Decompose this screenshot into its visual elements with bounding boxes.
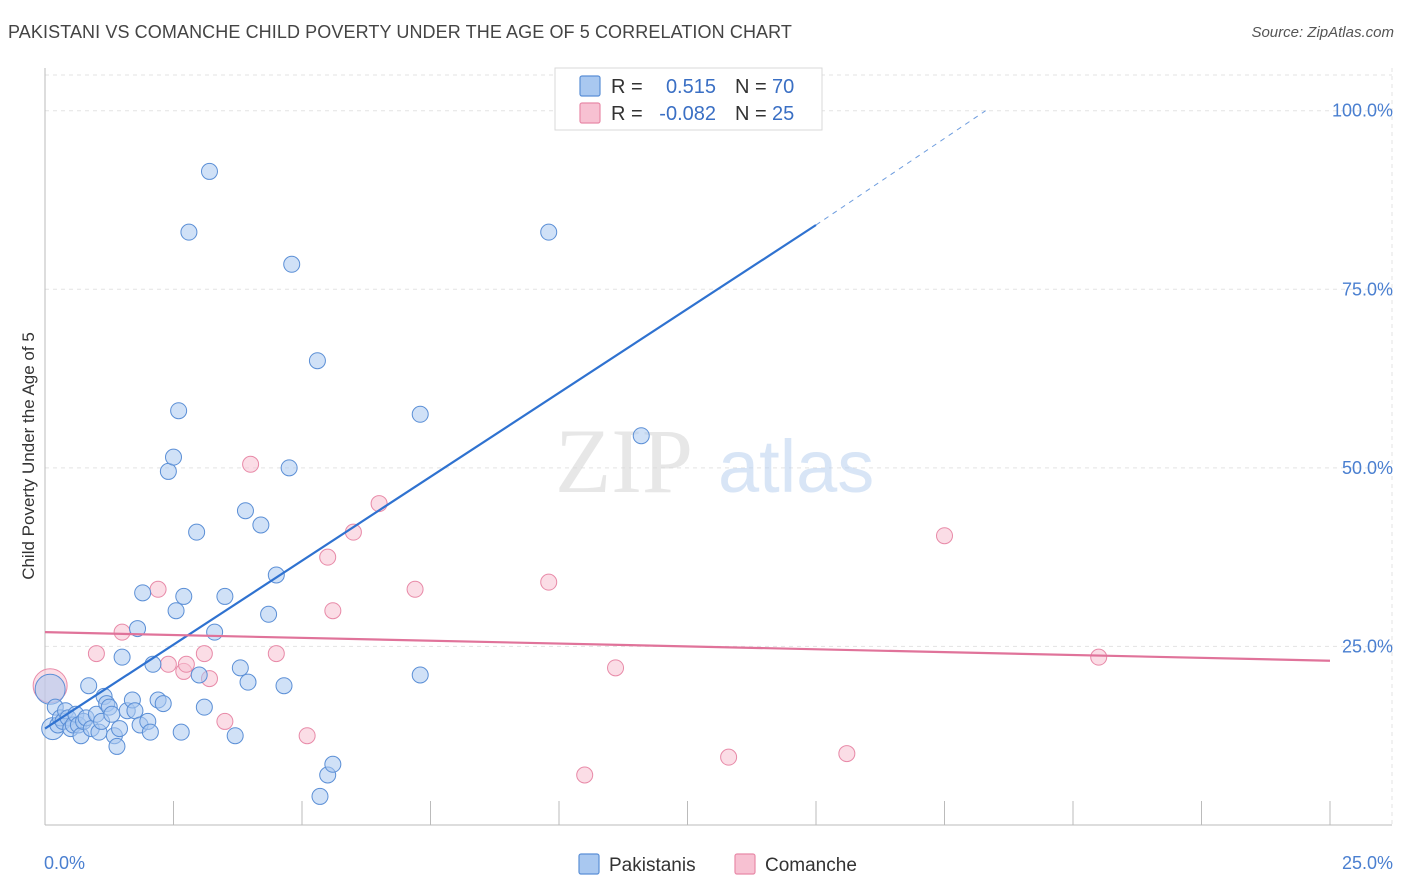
bottom-legend-label-pakistanis: Pakistanis [609,855,696,876]
pakistanis-point [172,723,190,741]
legend-r-value-2: -0.082 [659,103,716,125]
comanche-point [177,655,195,673]
comanche-point [87,645,105,663]
pakistanis-point [324,755,342,773]
x-tick-label: 0.0% [44,853,85,873]
legend-r-label-1: R = [611,76,643,98]
pakistanis-point [411,666,429,684]
legend-swatch-pakistanis [579,75,601,97]
pakistanis-point [260,605,278,623]
comanche-point [607,659,625,677]
comanche-point [267,645,285,663]
pakistanis-point [108,737,126,755]
pakistanis-point [190,666,208,684]
pakistanis-point [167,602,185,620]
legend-r-label-2: R = [611,103,643,125]
comanche-point [936,527,953,545]
bottom-legend-swatch-comanche [734,853,756,875]
legend-n-value-2: 25 [772,103,794,125]
comanche-point [406,580,424,598]
watermark-zip: ZIP [555,410,693,512]
legend-n-label-2: N = [735,103,767,125]
pakistanis-point [632,427,650,445]
comanche-point [149,580,167,598]
comanche-point [298,727,316,745]
x-tick-labels: 0.0% 25.0% [44,853,1393,873]
pakistanis-point [180,223,198,241]
trend-lines [44,110,1331,730]
pakistanis-point [283,255,301,273]
pakistanis-point [175,587,193,605]
pakistanis-point [226,727,244,745]
pakistanis-point [540,223,558,241]
pakistanis-point [275,677,293,695]
chart-title: PAKISTANI VS COMANCHE CHILD POVERTY UNDE… [8,22,793,42]
pakistanis-point [134,584,152,602]
pakistanis-point [80,677,98,695]
comanche-point [324,602,342,620]
pakistanis-point [165,448,182,466]
comanche-point [242,455,260,473]
series-legend: Pakistanis Comanche [578,853,857,876]
pakistanis-point [113,648,131,666]
pakistanis-point [308,352,326,370]
axes [44,68,1392,826]
y-tick-label: 100.0% [1332,101,1393,121]
comanche-point [576,766,594,784]
comanche-trend-line [44,631,1331,662]
pakistanis-point [195,698,213,716]
pakistanis-point [311,787,329,805]
pakistanis-point [141,723,159,741]
pakistanis-point [103,705,121,723]
comanche-point [838,745,856,763]
x-tick-label: 25.0% [1342,853,1393,873]
legend-n-label-1: N = [735,76,767,98]
y-axis-label: Child Poverty Under the Age of 5 [19,332,38,580]
pakistanis-point [129,620,147,638]
pakistanis-point [34,673,66,705]
pakistanis-point [159,462,177,480]
pakistanis-point [170,402,188,420]
pakistanis-point [126,702,144,720]
pakistanis-point [231,659,249,677]
y-tick-label: 50.0% [1342,458,1393,478]
pakistanis-point [239,673,257,691]
comanche-point [216,712,234,730]
pakistanis-point [216,587,234,605]
chart-source: Source: ZipAtlas.com [1251,24,1394,41]
comanche-point [319,548,337,566]
pakistanis-point [206,623,224,641]
comanche-point [113,623,131,641]
pakistanis-point [280,459,298,477]
stats-legend: R = 0.515 N = 70 R = -0.082 N = 25 [554,67,823,131]
pakistanis-point [252,516,270,534]
pakistanis-trend-extension [815,110,986,226]
legend-n-value-1: 70 [772,76,794,98]
y-tick-labels: 25.0% 50.0% 75.0% 100.0% [1332,101,1393,657]
pakistanis-trend-line [44,224,817,730]
comanche-point [1090,648,1108,666]
y-tick-label: 75.0% [1342,279,1393,299]
comanche-point [540,573,558,591]
pakistanis-point [236,502,254,520]
bottom-legend-label-comanche: Comanche [765,855,857,876]
legend-swatch-comanche [579,102,601,124]
pakistanis-point [154,695,172,713]
pakistanis-point [188,523,206,541]
pakistanis-point [200,162,218,180]
comanche-point [159,655,177,673]
pakistanis-point [411,405,429,423]
bottom-legend-swatch-pakistanis [578,853,600,875]
legend-r-value-1: 0.515 [666,76,716,98]
watermark-atlas: atlas [718,425,874,508]
y-tick-label: 25.0% [1342,636,1393,656]
comanche-point [720,748,738,766]
pakistanis-point [111,720,129,738]
comanche-point [195,645,213,663]
